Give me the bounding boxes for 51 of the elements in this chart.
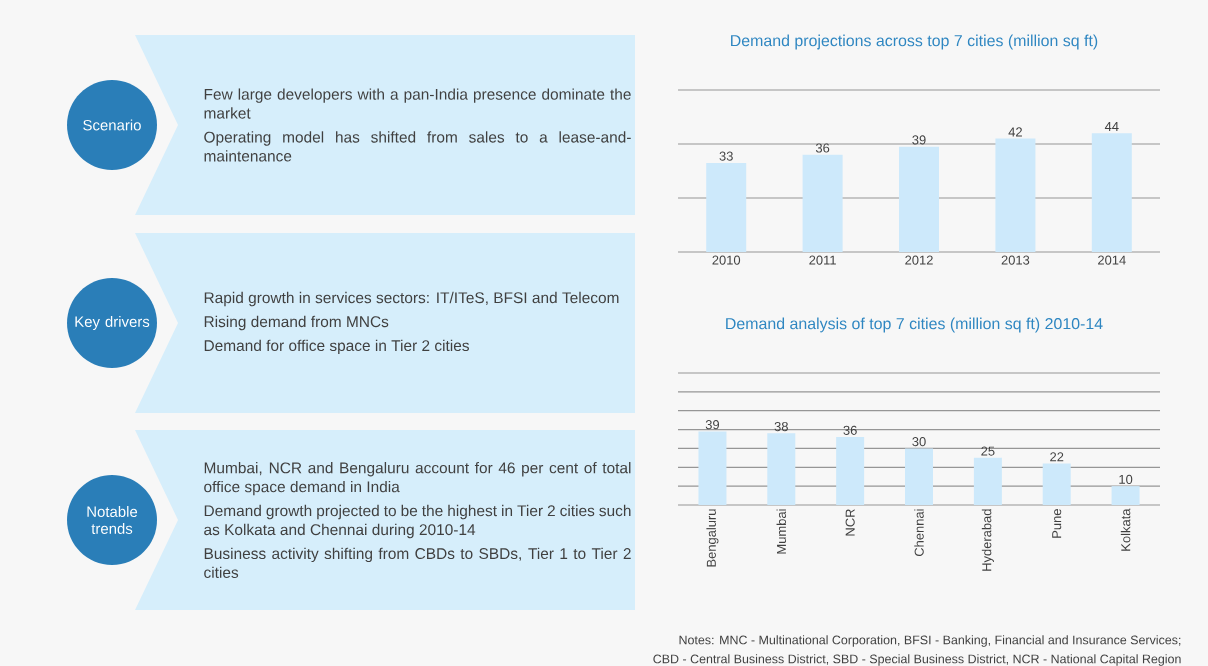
bar <box>836 437 865 505</box>
bar <box>899 146 940 252</box>
category-label: Key drivers <box>75 316 150 330</box>
bar <box>1042 463 1071 505</box>
bar <box>905 448 934 505</box>
x-tick-label: 2013 <box>1001 255 1030 265</box>
data-label: 44 <box>1104 122 1119 131</box>
text: Rapid growth in services sectors: IT/ITeS, BFSI and Telecom <box>204 291 619 307</box>
x-tick-label: Hyderabad <box>981 509 994 571</box>
category-label: Scenario <box>83 119 141 131</box>
text: Demand growth projected to be the highest in Tier 2 cities such as Kolkata and Chennai during 2010-14 <box>204 504 631 539</box>
text: Operating model has shifted from sales to a lease-and-maintenance <box>204 131 631 162</box>
data-label: 30 <box>912 437 926 447</box>
x-tick-label: Chennai <box>914 509 924 557</box>
data-label: 38 <box>774 421 788 432</box>
bar <box>995 138 1036 252</box>
text: Mumbai, NCR and Bengaluru account for 46 per cent of total office space demand in India <box>204 462 631 496</box>
bar <box>802 154 843 252</box>
data-label: 39 <box>912 135 926 145</box>
bar <box>1091 133 1132 252</box>
x-tick-label: Pune <box>1052 509 1062 538</box>
x-tick-label: NCR <box>845 509 855 536</box>
category-label: Notable trends <box>87 506 138 534</box>
x-tick-label: 2011 <box>809 255 836 265</box>
text: Business activity shifting from CBDs to SBDs, Tier 1 to Tier 2 cities <box>204 547 631 578</box>
x-tick-label: Bengaluru <box>706 509 719 567</box>
data-label: 42 <box>1008 127 1022 137</box>
data-label: 36 <box>815 143 830 153</box>
data-label: 33 <box>719 151 733 161</box>
data-label: 22 <box>1050 452 1064 462</box>
x-tick-label: 2012 <box>905 255 933 265</box>
chart-title: Demand projections across top 7 cities (million sq ft) <box>731 34 1098 50</box>
x-tick-label: Mumbai <box>776 509 787 554</box>
text: Rising demand from MNCs <box>204 315 389 331</box>
bar <box>1111 486 1140 505</box>
x-tick-label: 2014 <box>1098 255 1126 265</box>
data-label: 36 <box>843 425 857 435</box>
text: Demand for office space in Tier 2 cities <box>204 339 469 355</box>
data-label: 10 <box>1119 474 1133 484</box>
x-tick-label: Kolkata <box>1120 508 1131 551</box>
bar <box>706 162 747 252</box>
text: Few large developers with a pan-India presence dominate the market <box>204 88 631 119</box>
text: Notes: MNC - Multinational Corporation, BFSI - Banking, Financial and Insurance Services; <box>679 635 1181 647</box>
text: CBD - Central Business District, SBD - Special Business District, NCR - National Capital Region <box>653 654 1181 666</box>
bar <box>698 431 727 505</box>
chart-title: Demand analysis of top 7 cities (million sq ft) 2010-14 <box>726 317 1103 333</box>
x-tick-label: 2010 <box>712 255 741 265</box>
bar <box>973 457 1002 505</box>
bar <box>767 433 796 505</box>
data-label: 25 <box>981 446 995 456</box>
data-label: 39 <box>705 420 720 430</box>
